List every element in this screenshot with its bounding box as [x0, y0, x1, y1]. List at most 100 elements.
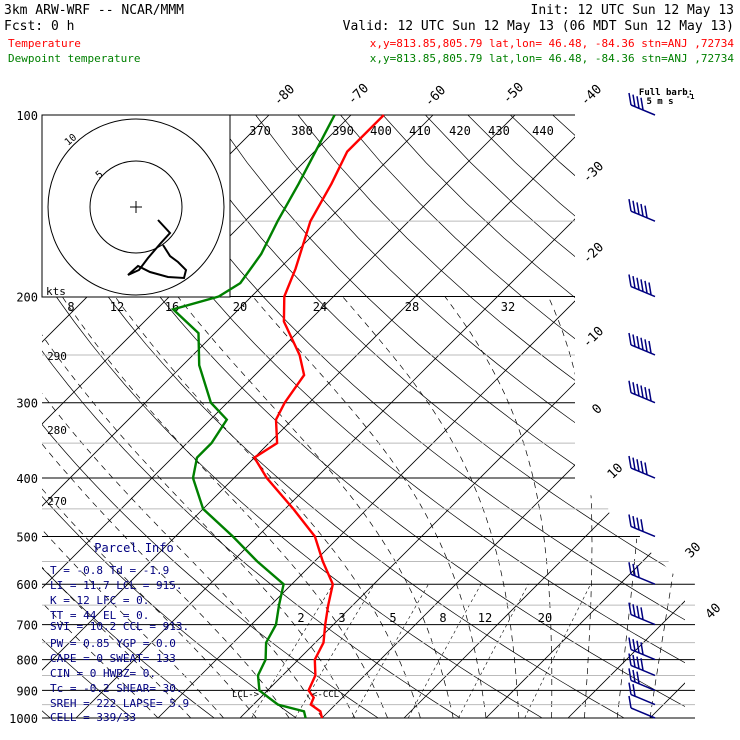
wind-barb-flag — [632, 604, 636, 617]
wind-barb-flag — [644, 462, 648, 475]
wind-barb-flag — [648, 282, 652, 295]
wind-barb-flag — [628, 653, 632, 666]
wind-barb-flag — [628, 380, 632, 393]
mixing-ratio-line — [524, 584, 591, 718]
wind-barb-flag — [628, 602, 632, 615]
wind-barb-flag — [628, 668, 632, 681]
wind-barb-shaft — [630, 210, 656, 222]
wind-barb-flag — [640, 203, 644, 217]
wind-barb-flag — [640, 642, 644, 655]
dewpoint-legend: Dewpoint temperature — [8, 52, 140, 65]
wind-barb-flag — [636, 336, 640, 349]
lcl-marker: LCL-> — [232, 690, 260, 700]
wind-barb-flag — [640, 519, 644, 532]
valid-time: Valid: 12 UTC Sun 12 May 13 (06 MDT Sun … — [343, 19, 734, 34]
wind-barb-shaft — [630, 573, 656, 585]
wind-barb-flag — [628, 562, 632, 575]
isotherm-line — [42, 115, 598, 718]
mixing-ratio-label: 3 — [338, 611, 345, 625]
wind-speed-label: 20 — [233, 300, 247, 314]
isotherm-line — [239, 115, 685, 718]
mixing-ratio-label: 20 — [538, 611, 552, 625]
isotherm-label: -60 — [422, 83, 449, 110]
pressure-tick-label: 900 — [16, 684, 38, 698]
dry-adiabat-line — [637, 115, 685, 718]
wind-barb-flag — [644, 339, 648, 352]
sounding-traces — [170, 114, 385, 719]
dry-adiabat-line — [382, 115, 685, 718]
wind-barb-flag — [644, 205, 648, 218]
dewpoint-trace — [170, 114, 336, 719]
wind-barb-shaft — [630, 664, 656, 677]
dry-adiabat-line — [255, 115, 685, 718]
wind-barb-flag — [640, 385, 644, 398]
pressure-tick-label: 400 — [16, 472, 38, 486]
wind-barb-flag — [632, 457, 636, 470]
moist-adiabat-line — [649, 296, 685, 718]
isotherm-line — [42, 115, 516, 718]
wind-barb-flag — [628, 332, 632, 346]
wind-barb-flag — [640, 658, 644, 671]
wind-barb-shaft — [630, 525, 656, 538]
dry-adiabat-line — [340, 115, 685, 718]
isotherm-line — [485, 115, 685, 718]
wind-barb-shaft — [630, 693, 656, 706]
wind-barb-shaft — [630, 104, 656, 116]
wind-barb-flag — [632, 684, 636, 697]
wind-barbs — [628, 92, 656, 719]
hodograph-ring-label: 5 — [94, 169, 106, 181]
wind-barb-flag — [636, 517, 640, 530]
isotherm-label: -10 — [580, 324, 607, 351]
wind-barb-flag — [636, 671, 640, 684]
wind-barb-flag — [632, 515, 636, 529]
theta-e-label: 410 — [409, 124, 431, 138]
isotherm-line — [732, 115, 740, 718]
wind-barb-flag — [636, 656, 640, 669]
temperature-trace — [252, 114, 385, 719]
theta-e-label: 380 — [291, 124, 313, 138]
parcel-row: PW = 0.85 YGP = 0.0 — [50, 637, 176, 650]
dry-adiabat-line — [212, 115, 685, 718]
wind-barb-flag — [636, 202, 640, 215]
isotherm-label: 30 — [683, 540, 705, 562]
moist-adiabat-line — [444, 296, 553, 718]
dry-adiabat-line — [170, 115, 685, 718]
hodograph-trace — [127, 219, 188, 280]
pressure-tick-label: 500 — [16, 530, 38, 544]
moist-adiabat-line — [547, 296, 593, 718]
theta-e-label: 440 — [532, 124, 554, 138]
wind-barb-flag — [632, 334, 636, 347]
isotherm-label: 0 — [589, 401, 605, 417]
init-time: Init: 12 UTC Sun 12 May 13 — [531, 3, 735, 18]
isotherm-label: -70 — [345, 81, 372, 108]
wind-barb-shaft — [630, 467, 656, 479]
theta-label: 270 — [47, 495, 67, 508]
moist-adiabat-line — [42, 296, 323, 718]
wind-barb-flag — [632, 563, 636, 576]
wind-barb-flag — [640, 607, 644, 620]
wind-barb-shaft — [630, 285, 656, 298]
isotherm-line — [42, 115, 434, 718]
temperature-legend: Temperature — [8, 37, 81, 50]
wind-barb-shaft — [630, 648, 656, 661]
barb-legend-unit: -1 — [686, 93, 694, 101]
dry-adiabat-line — [679, 115, 685, 718]
parcel-row: LI = 11.7 LCL = 915. — [50, 579, 182, 592]
isotherm-line — [567, 115, 685, 718]
mixing-ratio-label: 5 — [389, 611, 396, 625]
forecast-hour: Fcst: 0 h — [4, 19, 74, 34]
wind-barb-shaft — [630, 679, 656, 692]
isotherm-line — [649, 115, 685, 718]
isotherm-label: 40 — [703, 601, 725, 623]
wind-barb-flag — [632, 654, 636, 668]
pressure-tick-label: 800 — [16, 654, 38, 668]
wind-barb-flag — [632, 669, 636, 683]
isotherm-line — [321, 115, 685, 718]
pressure-tick-label: 300 — [16, 397, 38, 411]
pressure-tick-label: 700 — [16, 619, 38, 633]
parcel-row: SVI = 10.2 CCL = 913. — [50, 620, 189, 633]
wind-barb-flag — [636, 605, 640, 618]
wind-barb-flag — [628, 682, 632, 695]
dry-adiabat-line — [467, 115, 685, 718]
